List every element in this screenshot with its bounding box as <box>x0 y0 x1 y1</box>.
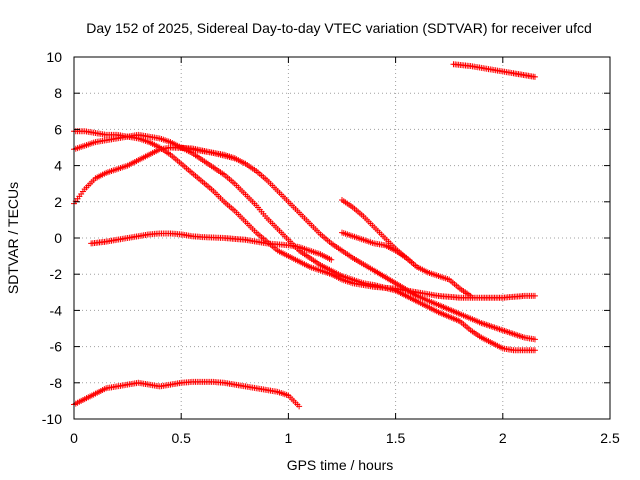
x-tick-label: 1.5 <box>386 430 406 446</box>
data-point <box>531 336 538 343</box>
data-series-track-1 <box>71 144 538 343</box>
x-tick-label: 0.5 <box>171 430 191 446</box>
data-point <box>531 347 538 354</box>
data-series-track-9 <box>71 378 303 410</box>
data-point <box>531 292 538 299</box>
y-tick-label: 10 <box>46 49 62 65</box>
y-tick-label: -4 <box>50 302 63 318</box>
data-point <box>231 155 238 162</box>
grid <box>74 57 610 419</box>
y-tick-label: -8 <box>50 375 63 391</box>
x-tick-label: 0 <box>70 430 78 446</box>
y-tick-label: -10 <box>42 411 62 427</box>
x-tick-label: 2 <box>499 430 507 446</box>
axis-ticks: 0 0.5 1 1.5 2 2.5 -10 -8 -6 -4 -2 0 2 4 6 8 10 <box>42 49 620 446</box>
data-point <box>414 263 421 270</box>
x-axis-label: GPS time / hours <box>287 457 394 473</box>
x-tick-label: 2.5 <box>600 430 620 446</box>
data-series-track-4 <box>178 144 538 354</box>
data-point <box>531 73 538 80</box>
y-tick-label: 2 <box>54 194 62 210</box>
data-point <box>296 403 303 410</box>
y-tick-label: 0 <box>54 230 62 246</box>
data-marks <box>71 61 538 410</box>
data-series-track-8 <box>450 61 538 80</box>
y-tick-label: -2 <box>50 266 63 282</box>
data-series-track-5 <box>88 230 335 263</box>
y-tick-label: 8 <box>54 85 62 101</box>
x-tick-label: 1 <box>285 430 293 446</box>
data-point <box>467 292 474 299</box>
chart-title: Day 152 of 2025, Sidereal Day-to-day VTE… <box>86 20 592 36</box>
data-point <box>328 256 335 263</box>
y-tick-label: -6 <box>50 339 63 355</box>
y-tick-label: 6 <box>54 121 62 137</box>
y-axis-label: SDTVAR / TECUs <box>5 182 21 294</box>
data-series-track-7 <box>339 196 421 270</box>
data-series-track-2 <box>71 128 538 301</box>
y-tick-label: 4 <box>54 158 62 174</box>
